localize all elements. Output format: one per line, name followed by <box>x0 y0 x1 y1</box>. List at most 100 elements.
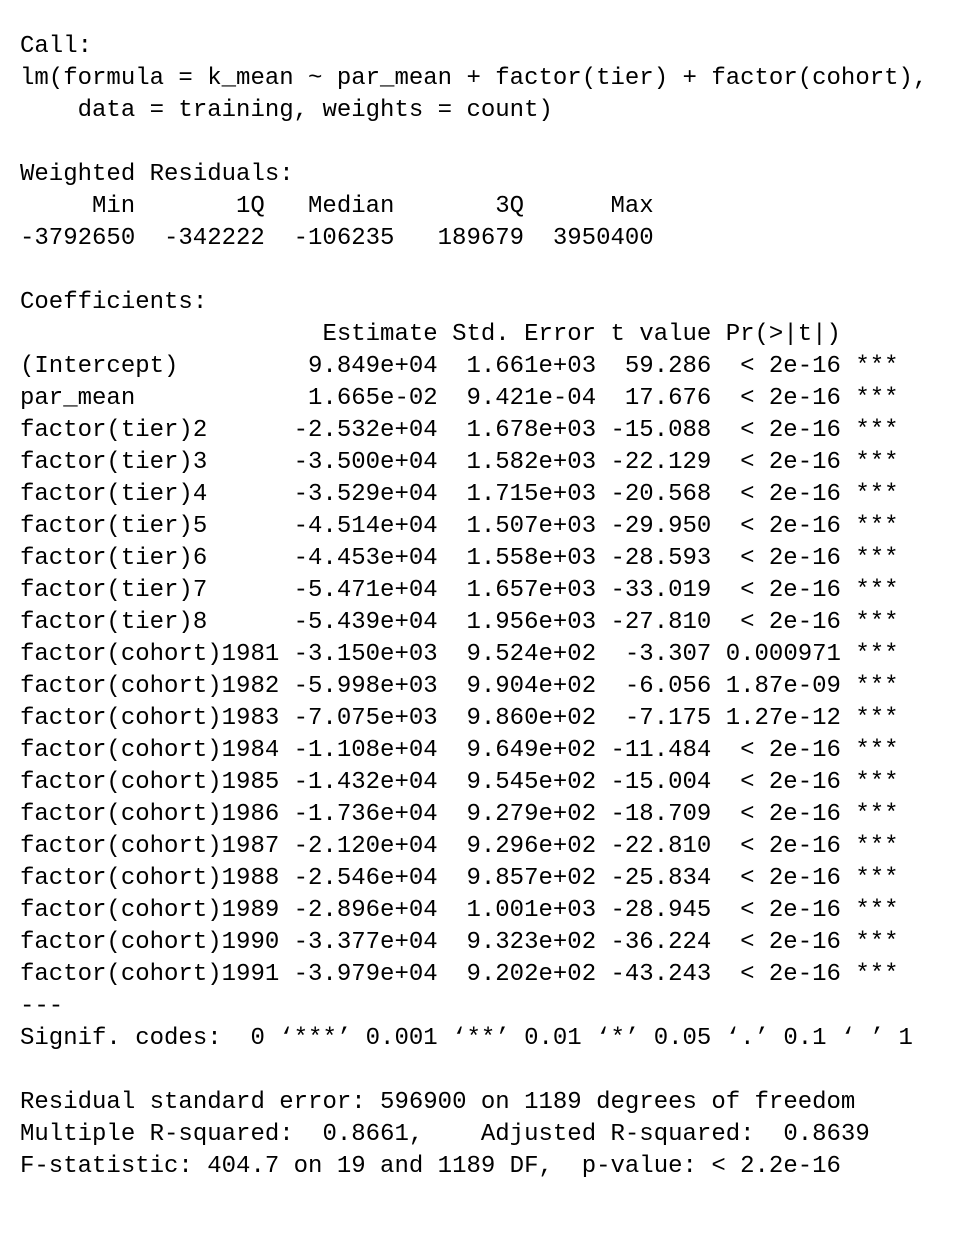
coef-term: factor(cohort)1988 <box>20 865 280 892</box>
coef-term: par_mean <box>20 385 136 412</box>
coef-cell: -5.998e+03 <box>293 673 438 700</box>
coef-cell: -33.019 <box>610 577 712 604</box>
coef-cell: 1.956e+03 <box>466 609 597 636</box>
coef-cell: -3.500e+04 <box>293 449 438 476</box>
signif-stars: *** <box>855 481 899 508</box>
signif-stars: *** <box>855 641 899 668</box>
coef-cell: < 2e-16 <box>740 961 841 988</box>
coef-cell: 9.296e+02 <box>466 833 597 860</box>
coef-cell: 1.27e-12 <box>725 705 841 732</box>
coef-term: factor(cohort)1987 <box>20 833 280 860</box>
signif-codes: Signif. codes: 0 ‘***’ 0.001 ‘**’ 0.01 ‘… <box>20 1025 913 1052</box>
coef-term: factor(cohort)1990 <box>20 929 280 956</box>
separator: --- <box>20 993 64 1020</box>
signif-stars: *** <box>855 673 899 700</box>
coef-cell: < 2e-16 <box>740 801 841 828</box>
signif-stars: *** <box>855 513 899 540</box>
coef-cell: < 2e-16 <box>740 609 841 636</box>
coef-cell: -7.175 <box>624 705 712 732</box>
coef-cell: < 2e-16 <box>740 737 841 764</box>
coef-cell: 1.657e+03 <box>466 577 597 604</box>
signif-stars: *** <box>855 609 899 636</box>
residual-value: -3792650 <box>20 225 136 252</box>
residual-header: Max <box>610 193 654 220</box>
coef-term: factor(cohort)1983 <box>20 705 280 732</box>
coef-cell: -6.056 <box>624 673 712 700</box>
coef-cell: 9.849e+04 <box>308 353 438 380</box>
section-label: Call: <box>20 33 93 60</box>
residual-value: -342222 <box>164 225 265 252</box>
call-line: lm(formula = k_mean ~ par_mean + factor(… <box>20 65 928 92</box>
signif-stars: *** <box>855 385 899 412</box>
coef-cell: -3.307 <box>624 641 712 668</box>
coef-cell: -29.950 <box>610 513 712 540</box>
coef-cell: -3.529e+04 <box>293 481 438 508</box>
coef-cell: < 2e-16 <box>740 353 841 380</box>
summary-line: Multiple R-squared: 0.8661, Adjusted R-s… <box>20 1121 870 1148</box>
signif-stars: *** <box>855 897 899 924</box>
coef-cell: 17.676 <box>624 385 712 412</box>
coef-cell: -28.945 <box>610 897 712 924</box>
coef-term: factor(tier)4 <box>20 481 208 508</box>
coef-term: factor(tier)6 <box>20 545 208 572</box>
coef-cell: -43.243 <box>610 961 712 988</box>
coef-cell: 1.661e+03 <box>466 353 597 380</box>
summary-line: F-statistic: 404.7 on 19 and 1189 DF, p-… <box>20 1153 841 1180</box>
coef-cell: -7.075e+03 <box>293 705 438 732</box>
residual-header: Median <box>308 193 395 220</box>
coef-cell: -2.896e+04 <box>293 897 438 924</box>
coef-cell: 9.202e+02 <box>466 961 597 988</box>
coef-header: Pr(>|t|) <box>725 321 841 348</box>
coef-cell: 0.000971 <box>725 641 841 668</box>
coef-header: t value <box>610 321 712 348</box>
coef-cell: < 2e-16 <box>740 449 841 476</box>
signif-stars: *** <box>855 449 899 476</box>
coef-cell: -1.432e+04 <box>293 769 438 796</box>
coef-cell: 9.279e+02 <box>466 801 597 828</box>
coef-cell: -36.224 <box>610 929 712 956</box>
coef-cell: -25.834 <box>610 865 712 892</box>
coef-cell: 9.524e+02 <box>466 641 597 668</box>
coef-cell: < 2e-16 <box>740 897 841 924</box>
signif-stars: *** <box>855 833 899 860</box>
coef-term: factor(cohort)1982 <box>20 673 280 700</box>
coef-term: factor(cohort)1984 <box>20 737 280 764</box>
coef-cell: -28.593 <box>610 545 712 572</box>
coef-cell: < 2e-16 <box>740 481 841 508</box>
coef-cell: -22.810 <box>610 833 712 860</box>
coef-term: factor(cohort)1985 <box>20 769 280 796</box>
coef-cell: -3.979e+04 <box>293 961 438 988</box>
coef-cell: < 2e-16 <box>740 545 841 572</box>
coef-cell: -15.004 <box>610 769 712 796</box>
coef-term: factor(cohort)1991 <box>20 961 280 988</box>
coef-term: factor(tier)7 <box>20 577 208 604</box>
coef-cell: 1.001e+03 <box>466 897 597 924</box>
coef-cell: 1.87e-09 <box>725 673 841 700</box>
section-label: Weighted Residuals: <box>20 161 294 188</box>
signif-stars: *** <box>855 769 899 796</box>
signif-stars: *** <box>855 929 899 956</box>
residual-value: -106235 <box>293 225 395 252</box>
coef-cell: 9.860e+02 <box>466 705 597 732</box>
coef-cell: -1.736e+04 <box>293 801 438 828</box>
coef-cell: < 2e-16 <box>740 513 841 540</box>
residual-value: 189679 <box>437 225 525 252</box>
coef-cell: < 2e-16 <box>740 417 841 444</box>
signif-stars: *** <box>855 961 899 988</box>
coef-term: factor(cohort)1989 <box>20 897 280 924</box>
coef-cell: < 2e-16 <box>740 385 841 412</box>
coef-cell: 9.323e+02 <box>466 929 597 956</box>
coef-header: Estimate <box>322 321 438 348</box>
signif-stars: *** <box>855 577 899 604</box>
coef-cell: -22.129 <box>610 449 712 476</box>
coef-cell: 9.649e+02 <box>466 737 597 764</box>
residual-header: 1Q <box>236 193 265 220</box>
coef-term: factor(cohort)1986 <box>20 801 280 828</box>
coef-cell: -2.532e+04 <box>293 417 438 444</box>
coef-cell: < 2e-16 <box>740 577 841 604</box>
coef-term: factor(tier)2 <box>20 417 208 444</box>
coef-cell: -3.377e+04 <box>293 929 438 956</box>
residual-header: Min <box>92 193 136 220</box>
coef-cell: 1.507e+03 <box>466 513 597 540</box>
